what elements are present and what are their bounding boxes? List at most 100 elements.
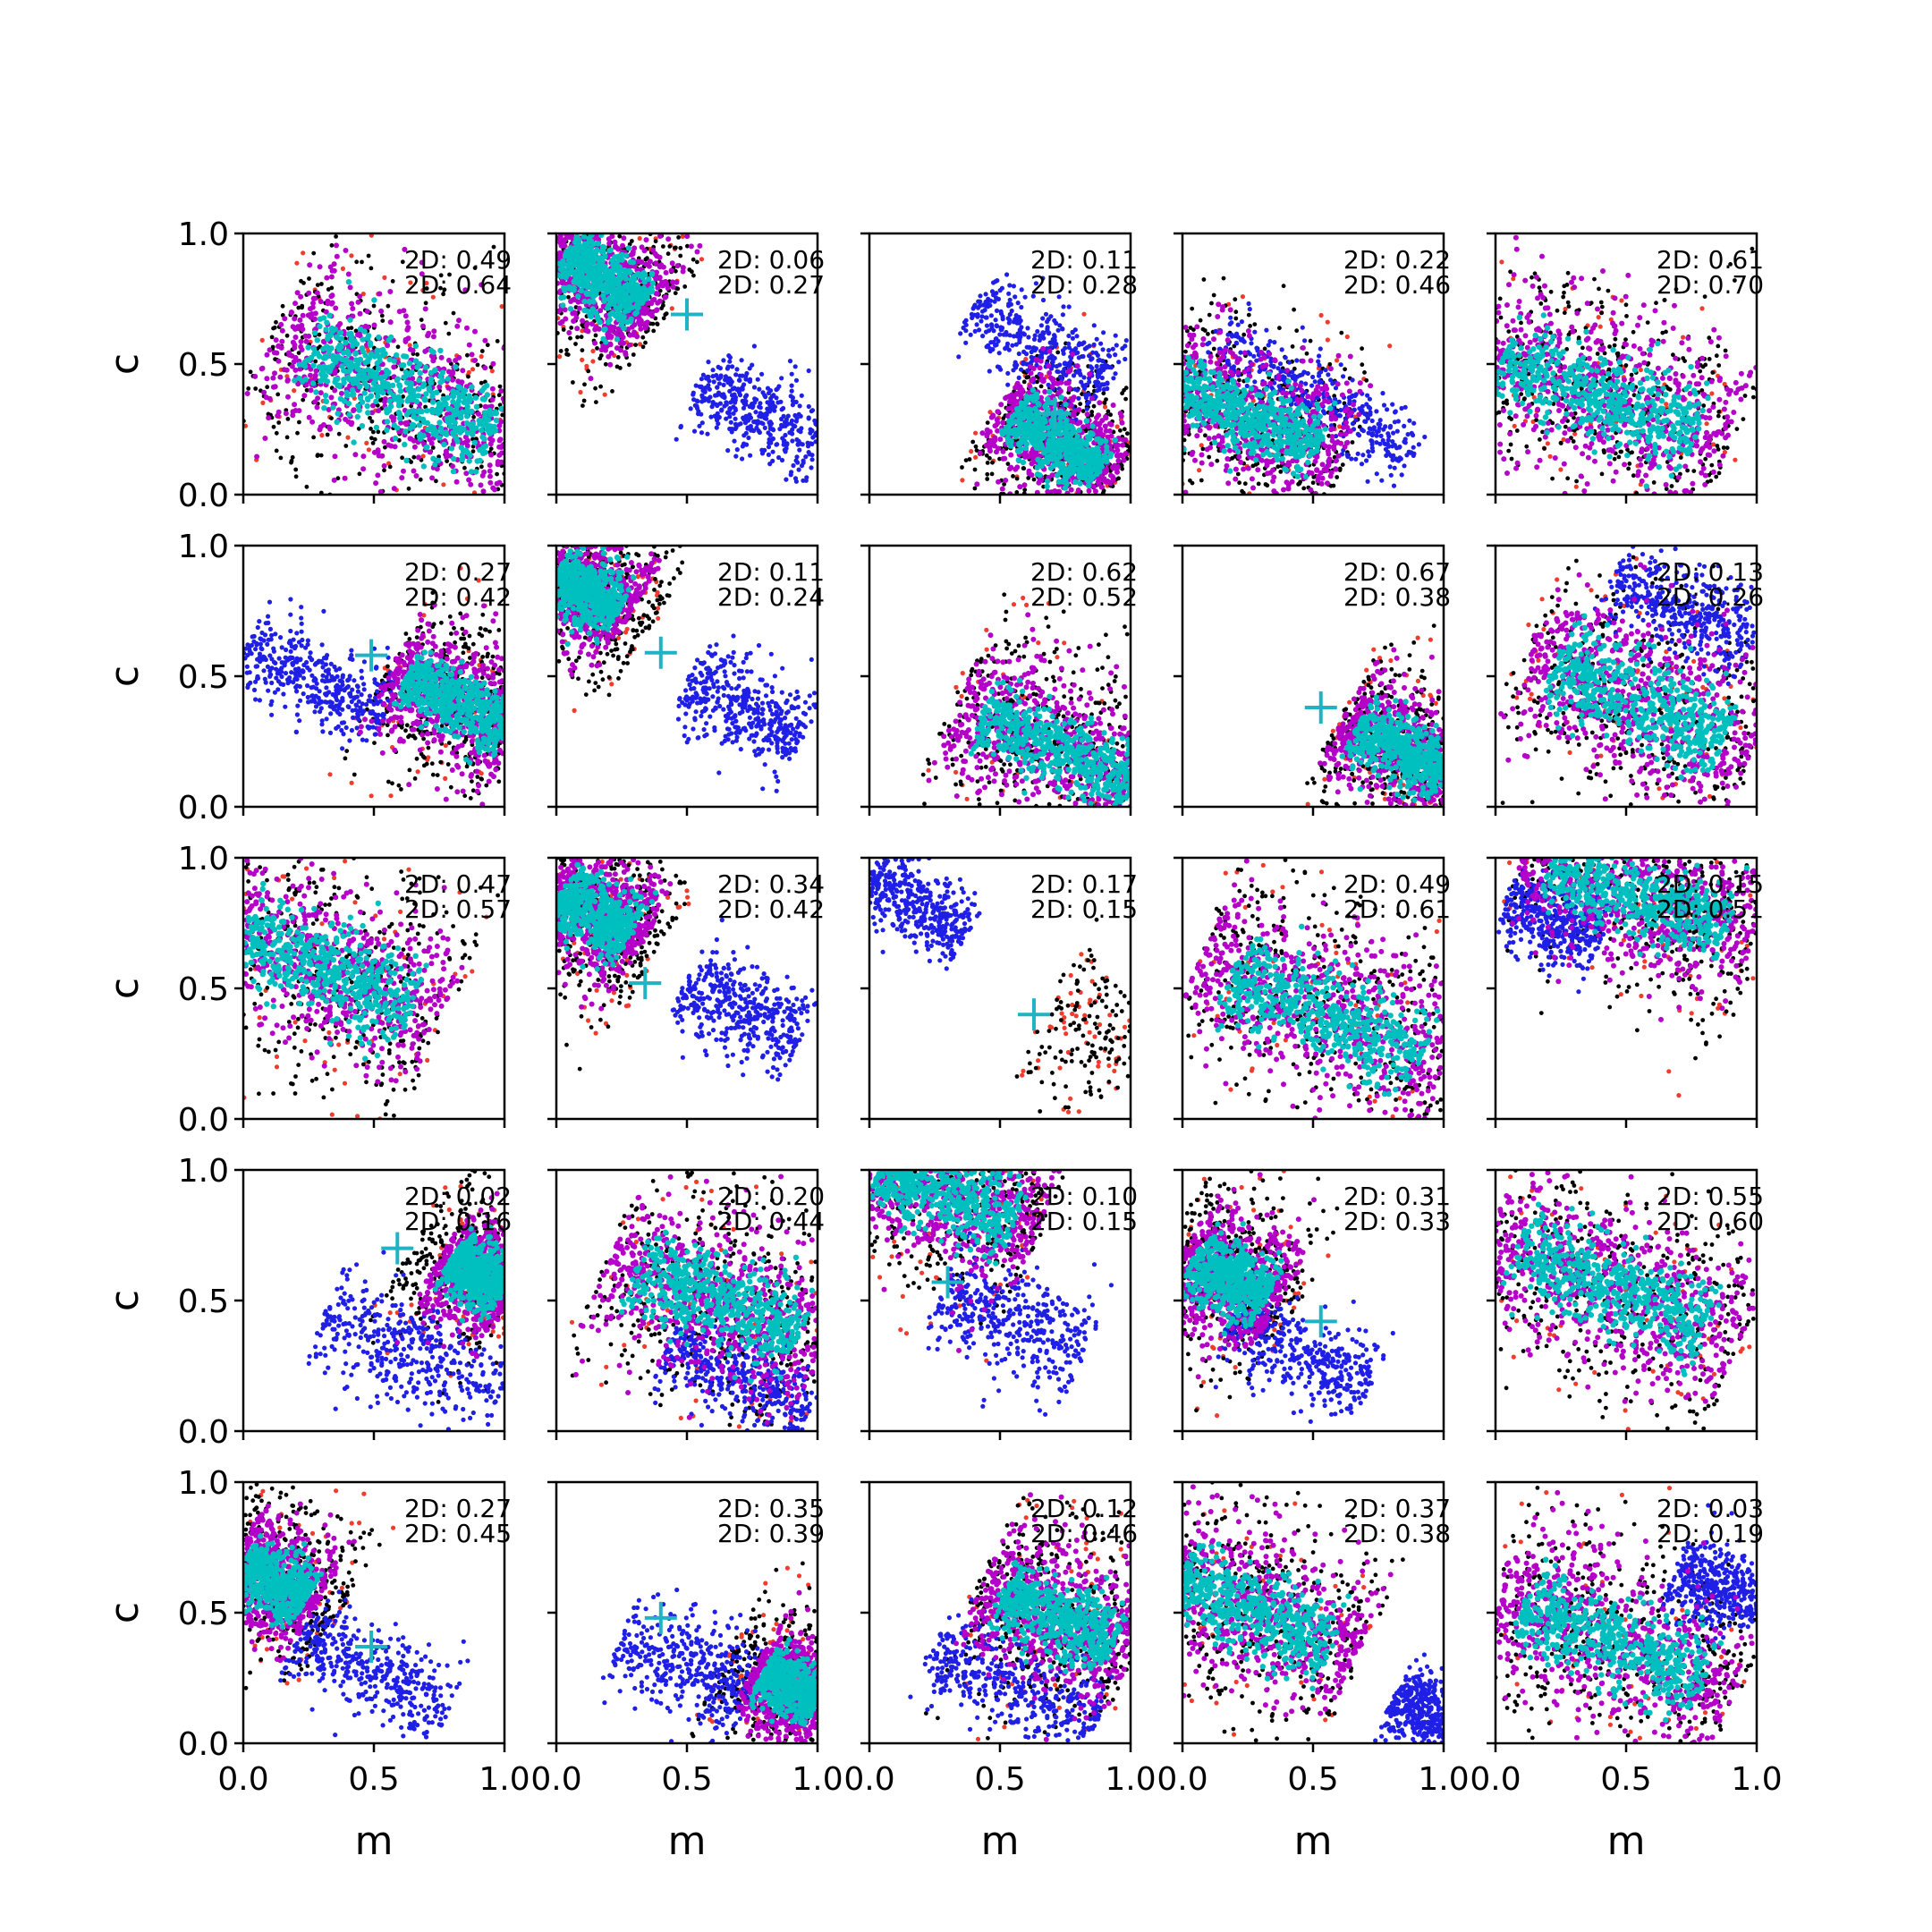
magenta-point (1030, 366, 1037, 371)
magenta-point (298, 293, 304, 300)
blue-point (727, 381, 733, 386)
black-point (643, 257, 648, 262)
black-point (571, 380, 575, 385)
cyan-point (365, 410, 371, 416)
blue-point (721, 358, 726, 363)
black-point (284, 435, 290, 440)
magenta-point (1075, 420, 1081, 427)
magenta-point (1071, 394, 1077, 401)
black-point (963, 458, 969, 462)
cyan-point (318, 365, 325, 371)
black-point (317, 332, 322, 337)
black-point (598, 353, 604, 358)
black-point (1080, 409, 1086, 413)
cyan-point (345, 279, 352, 285)
cyan-point (435, 410, 441, 417)
blue-point (790, 395, 796, 401)
cyan-point (583, 276, 589, 283)
black-point (253, 386, 258, 391)
magenta-point (995, 409, 1001, 415)
cyan-point (564, 269, 571, 275)
blue-point (767, 419, 773, 425)
cyan-point (325, 344, 331, 352)
cyan-point (296, 375, 302, 382)
blue-point (793, 377, 800, 383)
cyan-point (612, 263, 618, 269)
cyan-point (339, 356, 345, 362)
black-point (300, 305, 304, 310)
blue-point (1110, 346, 1115, 352)
magenta-point (639, 244, 645, 250)
blue-point (1082, 392, 1088, 397)
score-annotation: 2D: 0.64 (404, 270, 512, 300)
blue-point (734, 367, 740, 372)
red-point (680, 233, 685, 239)
blue-point (777, 427, 783, 432)
black-point (640, 335, 646, 340)
blue-point (747, 377, 753, 382)
magenta-point (571, 309, 577, 316)
blue-point (1066, 341, 1072, 346)
cyan-point (482, 419, 488, 425)
magenta-point (314, 290, 320, 296)
magenta-point (386, 442, 392, 448)
magenta-point (411, 444, 418, 450)
blue-point (797, 447, 802, 453)
cyan-point (597, 277, 605, 284)
magenta-point (476, 411, 481, 417)
blue-point (733, 372, 739, 377)
black-point (334, 234, 338, 239)
blue-point (796, 467, 801, 472)
blue-point (727, 377, 733, 383)
blue-point (997, 332, 1003, 337)
blue-point (1021, 361, 1026, 367)
cyan-point (585, 253, 591, 259)
blue-point (792, 424, 798, 429)
magenta-point (607, 333, 614, 339)
black-point (573, 342, 578, 346)
black-point (465, 352, 470, 358)
magenta-point (992, 437, 998, 444)
blue-point (1055, 327, 1061, 333)
cyan-point (648, 271, 656, 277)
black-point (329, 416, 334, 420)
magenta-point (1098, 473, 1105, 479)
blue-point (748, 423, 754, 429)
cyan-point (413, 398, 420, 405)
magenta-point (496, 437, 503, 444)
blue-point (1090, 350, 1096, 355)
red-point (360, 292, 366, 297)
black-point (1014, 476, 1020, 481)
cyan-point (584, 308, 590, 314)
blue-point (1040, 275, 1046, 281)
cyan-point (360, 336, 366, 343)
black-point (569, 326, 574, 330)
cyan-point (649, 280, 657, 286)
magenta-point (445, 369, 452, 375)
magenta-point (333, 305, 339, 311)
blue-point (1056, 294, 1062, 300)
black-point (354, 259, 360, 265)
black-point (372, 436, 377, 442)
blue-point (1116, 360, 1122, 365)
magenta-point (471, 358, 478, 363)
magenta-point (456, 318, 462, 324)
cyan-point (388, 334, 394, 341)
magenta-point (430, 334, 436, 340)
cyan-point (421, 419, 428, 426)
cyan-point (309, 380, 317, 386)
blue-point (747, 412, 752, 418)
magenta-point (332, 453, 338, 460)
blue-point (1046, 355, 1052, 360)
magenta-point (295, 324, 301, 330)
blue-point (1106, 352, 1111, 358)
magenta-point (1119, 419, 1125, 426)
cyan-point (407, 394, 413, 401)
blue-point (740, 456, 745, 462)
red-point (301, 250, 306, 256)
cyan-point (357, 326, 364, 332)
blue-point (733, 394, 739, 400)
cyan-point (604, 289, 610, 295)
cyan-point (588, 238, 594, 244)
